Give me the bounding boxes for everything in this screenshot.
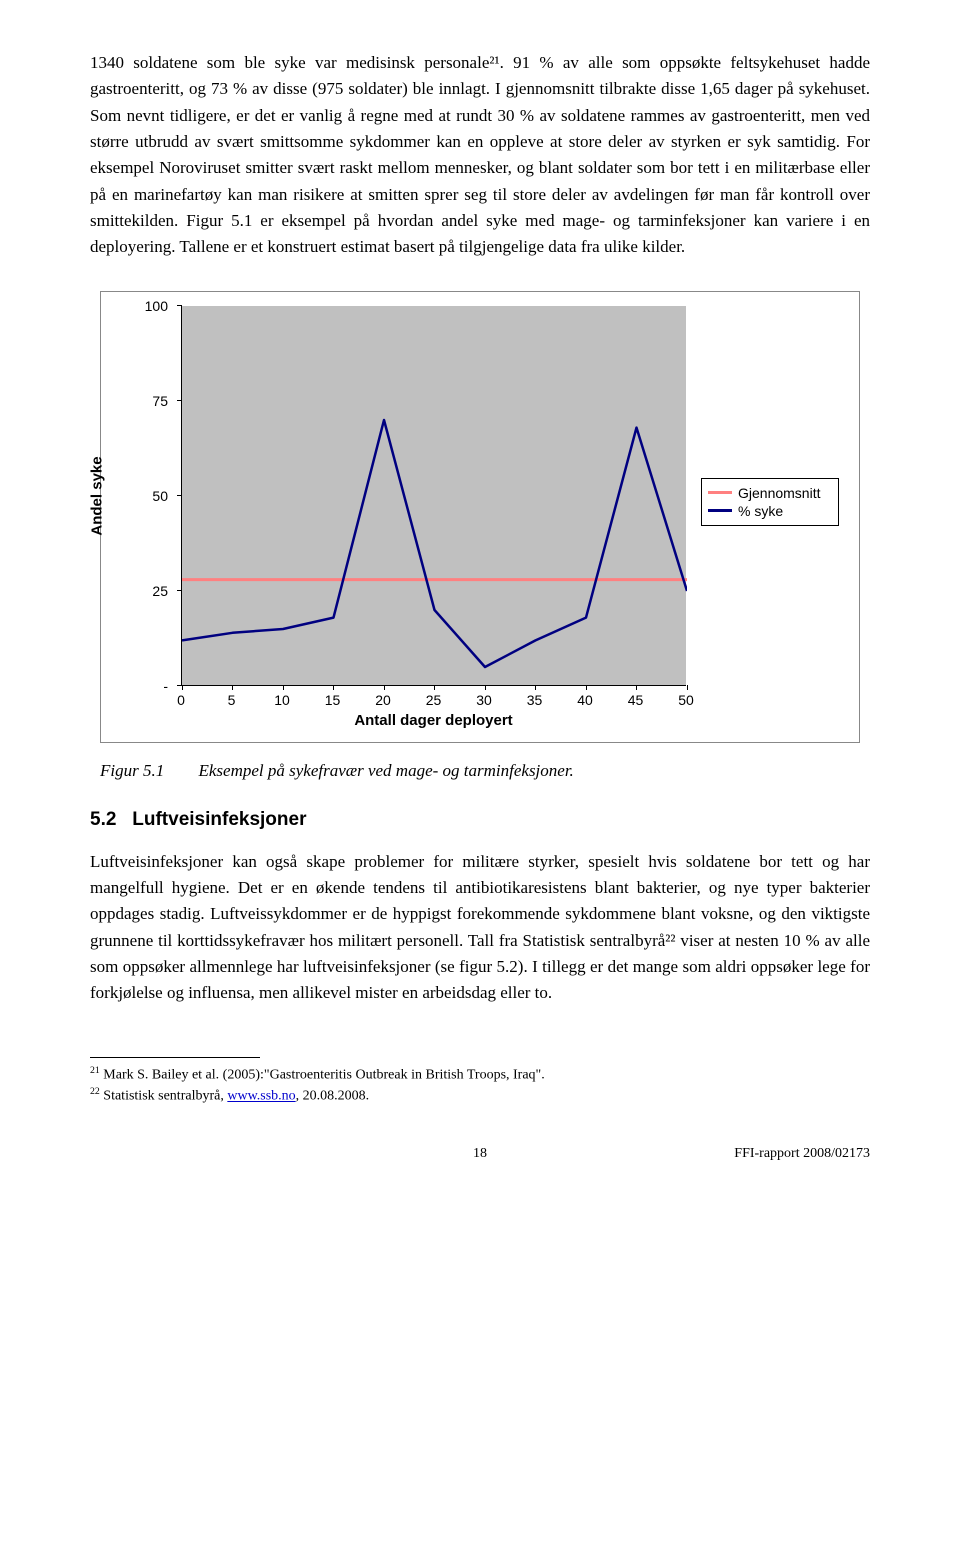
section-number: 5.2 [90, 809, 116, 830]
y-tick-labels: -255075100 [111, 306, 176, 686]
x-tick-label: 0 [177, 692, 185, 708]
paragraph-1: 1340 soldatene som ble syke var medisins… [90, 50, 870, 261]
x-axis-title: Antall dager deployert [181, 712, 686, 729]
x-tick-label: 30 [476, 692, 492, 708]
footnote-21: 21 Mark S. Bailey et al. (2005):"Gastroe… [90, 1064, 870, 1085]
x-tick-label: 45 [628, 692, 644, 708]
x-tick-label: 10 [274, 692, 290, 708]
footnote-separator [90, 1057, 260, 1058]
legend-swatch [708, 509, 732, 512]
x-tick-label: 25 [426, 692, 442, 708]
legend-label: Gjennomsnitt [738, 485, 820, 501]
y-tick-label: 25 [152, 583, 168, 599]
figure-caption-text: Eksempel på sykefravær ved mage- og tarm… [198, 761, 573, 780]
report-id: FFI-rapport 2008/02173 [610, 1146, 870, 1162]
footnote-22: 22 Statistisk sentralbyrå, www.ssb.no, 2… [90, 1085, 870, 1106]
page-footer: 18 FFI-rapport 2008/02173 [90, 1146, 870, 1162]
chart-plot-area [181, 306, 686, 686]
footnote-number: 21 [90, 1065, 100, 1076]
section-heading: 5.2 Luftveisinfeksjoner [90, 809, 870, 831]
paragraph-2: Luftveisinfeksjoner kan også skape probl… [90, 849, 870, 1007]
legend-swatch [708, 491, 732, 494]
y-axis-title: Andel syke [89, 456, 106, 535]
chart-legend: Gjennomsnitt % syke [701, 478, 839, 526]
x-tick-label: 5 [228, 692, 236, 708]
section-title: Luftveisinfeksjoner [132, 809, 306, 830]
footnote-link[interactable]: www.ssb.no [227, 1089, 295, 1104]
y-tick-label: - [163, 678, 168, 694]
legend-item: % syke [708, 503, 832, 519]
y-tick-label: 50 [152, 488, 168, 504]
footnote-text-b: , 20.08.2008. [296, 1089, 370, 1104]
page-number: 18 [350, 1146, 610, 1162]
legend-item: Gjennomsnitt [708, 485, 832, 501]
y-tick-label: 100 [145, 298, 168, 314]
x-tick-label: 50 [678, 692, 694, 708]
figure-number: Figur 5.1 [100, 761, 164, 780]
footnote-text-a: Statistisk sentralbyrå, [100, 1089, 228, 1104]
y-tick-label: 75 [152, 393, 168, 409]
x-tick-label: 15 [325, 692, 341, 708]
chart-lines [182, 306, 687, 686]
chart-container: Andel syke -255075100 051015202530354045… [100, 291, 860, 743]
x-tick-label: 40 [577, 692, 593, 708]
footnote-number: 22 [90, 1086, 100, 1097]
chart-series-line [182, 420, 687, 667]
x-tick-labels: 05101520253035404550 [181, 688, 686, 712]
x-tick-label: 35 [527, 692, 543, 708]
x-tick-label: 20 [375, 692, 391, 708]
footnote-text: Mark S. Bailey et al. (2005):"Gastroente… [100, 1067, 545, 1082]
figure-caption: Figur 5.1 Eksempel på sykefravær ved mag… [100, 761, 860, 781]
legend-label: % syke [738, 503, 783, 519]
